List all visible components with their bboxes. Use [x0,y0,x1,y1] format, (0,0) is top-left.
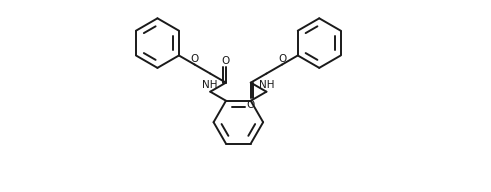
Text: O: O [191,54,199,64]
Text: NH: NH [202,80,218,90]
Text: O: O [246,100,255,110]
Text: NH: NH [259,80,274,90]
Text: O: O [222,56,230,66]
Text: O: O [278,54,286,64]
